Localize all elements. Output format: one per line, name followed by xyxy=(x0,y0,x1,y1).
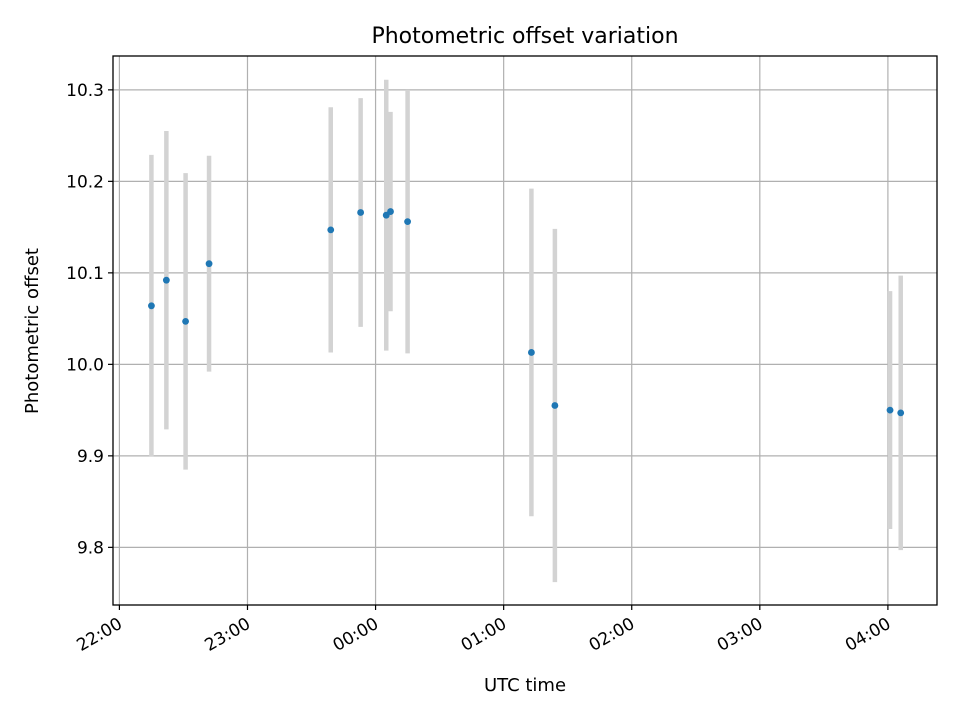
y-tick-label: 10.1 xyxy=(66,264,104,284)
data-point xyxy=(162,276,170,284)
y-tick-label: 9.9 xyxy=(77,447,104,467)
x-axis-label: UTC time xyxy=(484,675,566,696)
data-point xyxy=(387,208,394,215)
data-point xyxy=(551,402,559,409)
data-points xyxy=(148,208,905,417)
data-point xyxy=(886,406,894,414)
y-tick-label: 10.3 xyxy=(66,81,104,101)
data-point xyxy=(148,302,155,310)
data-point xyxy=(528,349,535,356)
y-tick-label: 10.2 xyxy=(66,172,104,192)
y-tick-label: 10.0 xyxy=(66,355,104,375)
y-tick-label: 9.8 xyxy=(77,538,104,558)
plot-frame xyxy=(112,55,938,606)
data-point xyxy=(357,209,365,216)
data-point xyxy=(205,260,213,268)
data-point xyxy=(404,218,411,226)
chart-title: Photometric offset variation xyxy=(371,24,678,49)
grid-lines xyxy=(113,56,937,605)
data-point xyxy=(327,226,335,234)
data-point xyxy=(182,317,189,325)
y-axis-label: Photometric offset xyxy=(22,248,43,414)
data-point xyxy=(897,409,905,417)
